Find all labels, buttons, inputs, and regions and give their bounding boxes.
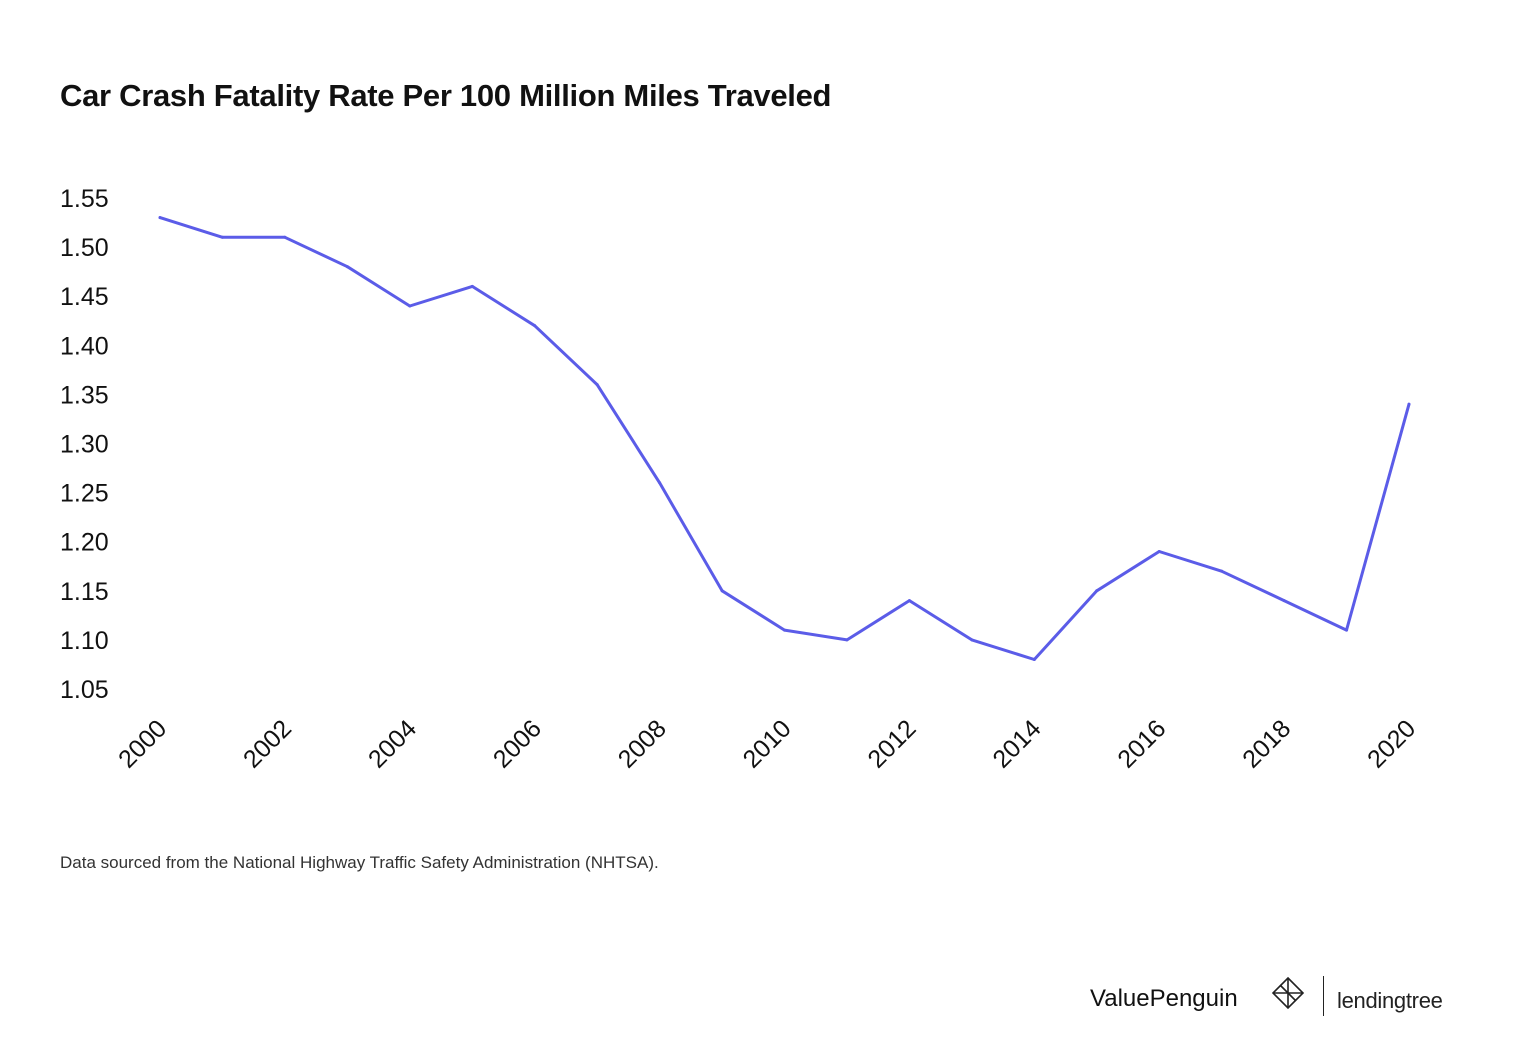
x-tick-label: 2018 — [1237, 714, 1296, 773]
y-tick-label: 1.40 — [60, 332, 109, 360]
source-note: Data sourced from the National Highway T… — [60, 853, 659, 872]
x-tick-label: 2004 — [363, 714, 422, 773]
valuepenguin-logo-text: ValuePenguin — [1090, 985, 1238, 1012]
data-point — [1407, 402, 1411, 406]
data-point — [720, 589, 724, 593]
data-point — [1282, 599, 1286, 603]
y-tick-label: 1.15 — [60, 578, 109, 606]
data-point — [783, 628, 786, 632]
data-point — [907, 599, 911, 603]
y-tick-label: 1.35 — [60, 381, 109, 409]
data-point — [408, 304, 412, 308]
data-point — [345, 265, 349, 269]
data-point — [1157, 550, 1161, 554]
y-tick-label: 1.25 — [60, 480, 109, 508]
data-point — [283, 235, 287, 239]
lendingtree-logo-text: lendingtree — [1337, 988, 1443, 1013]
data-point — [1032, 658, 1036, 662]
data-point — [1220, 569, 1224, 573]
x-tick-label: 2010 — [738, 714, 797, 773]
y-tick-label: 1.45 — [60, 283, 109, 311]
y-tick-label: 1.55 — [60, 185, 109, 213]
x-tick-label: 2006 — [488, 714, 547, 773]
x-tick-label: 2014 — [987, 714, 1046, 773]
brand-divider — [1323, 976, 1324, 1016]
data-point — [658, 481, 662, 485]
y-tick-label: 1.30 — [60, 431, 109, 459]
data-point — [595, 383, 599, 387]
data-point — [845, 638, 849, 642]
data-point — [970, 638, 974, 642]
y-axis-ticks: 1.05 1.10 1.15 1.20 1.25 1.30 1.35 1.40 1.45 1.50… — [60, 185, 109, 704]
data-point — [220, 235, 224, 239]
x-tick-label: 2008 — [613, 714, 672, 773]
data-point — [470, 284, 474, 288]
y-tick-label: 1.50 — [60, 234, 109, 262]
chart-title: Car Crash Fatality Rate Per 100 Million … — [60, 78, 832, 113]
y-tick-label: 1.10 — [60, 627, 109, 655]
x-tick-label: 2016 — [1112, 714, 1171, 773]
y-tick-label: 1.20 — [60, 529, 109, 557]
data-point — [533, 324, 537, 328]
data-point — [1095, 589, 1099, 593]
x-tick-label: 2020 — [1362, 714, 1421, 773]
x-axis-ticks: 2000 2002 2004 2006 2008 2010 2012 2014 2016 2018… — [113, 714, 1421, 773]
series-group — [158, 216, 1411, 662]
data-point — [158, 216, 162, 220]
valuepenguin-diamond-icon — [1271, 976, 1305, 1010]
data-point — [1345, 628, 1349, 632]
x-tick-label: 2002 — [238, 714, 297, 773]
x-tick-label: 2000 — [113, 714, 172, 773]
series-line — [158, 216, 1411, 661]
y-tick-label: 1.05 — [60, 676, 109, 704]
x-tick-label: 2012 — [863, 714, 922, 773]
